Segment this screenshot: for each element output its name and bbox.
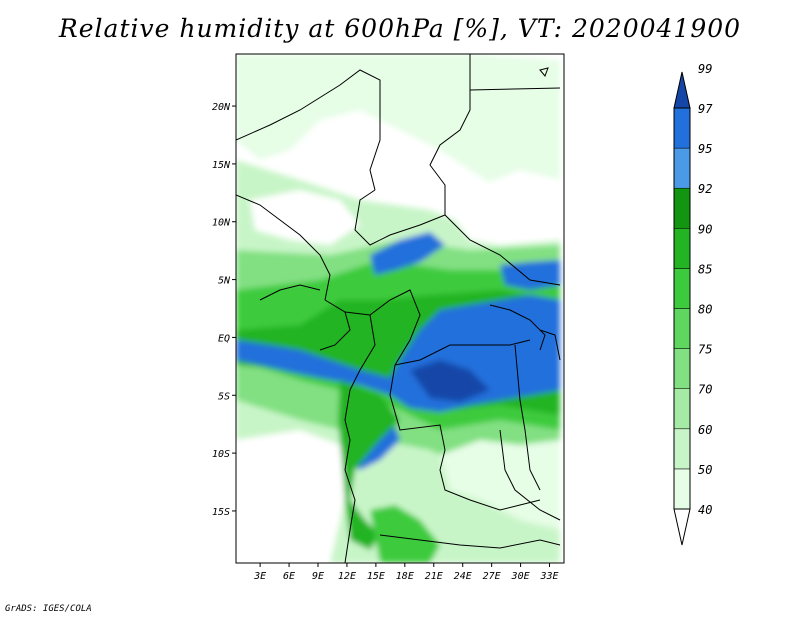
lon-tick-label: 15E (367, 571, 385, 582)
colorbar-segment (673, 428, 691, 470)
lon-tick-label: 9E (312, 571, 324, 582)
lat-tick-label: 10N (212, 218, 231, 229)
lat-tick-label: 20N (212, 102, 231, 113)
colorbar-label: 60 (698, 423, 712, 437)
lat-tick-label: 5N (218, 276, 231, 287)
colorbar-label: 40 (698, 503, 712, 517)
colorbar-label: 85 (698, 262, 712, 276)
colorbar-legend: 40 50 60 70 75 80 85 90 92 95 97 99 (673, 62, 713, 546)
lat-tick-label: 5S (218, 391, 230, 402)
colorbar-segment (673, 308, 691, 349)
lon-tick-label: 30E (511, 571, 530, 582)
colorbar-segment (673, 228, 691, 269)
colorbar-segment (673, 147, 691, 189)
colorbar-frame (673, 107, 691, 510)
lat-tick-label: EQ (218, 333, 230, 344)
map-frame (235, 53, 565, 564)
colorbar-label: 75 (698, 343, 712, 357)
colorbar-segment (673, 187, 691, 229)
colorbar-segment (673, 107, 691, 149)
lon-tick-label: 33E (539, 571, 558, 582)
colorbar-label: 95 (698, 142, 712, 156)
colorbar-label: 70 (698, 383, 712, 397)
colorbar-segment (673, 468, 691, 510)
colorbar-label: 92 (698, 182, 712, 196)
lat-tick-label: 10S (212, 449, 230, 460)
lon-tick-label: 24E (454, 571, 472, 582)
humidity-field (236, 54, 564, 563)
colorbar-segment (673, 268, 691, 309)
map-title: Relative humidity at 600hPa [%], VT: 202… (58, 14, 742, 43)
colorbar-segment (673, 71, 691, 109)
lon-tick-label: 3E (253, 571, 266, 582)
grads-credit: GrADS: IGES/COLA (5, 604, 92, 614)
colorbar-segment (673, 388, 691, 430)
colorbar-label: 50 (698, 463, 712, 477)
lat-tick-label: 15S (212, 507, 230, 518)
colorbar-label: 99 (698, 62, 712, 76)
lon-tick-label: 18E (396, 571, 414, 582)
latitude-axis: 20N 15N 10N 5N EQ 5S 10S 15S (212, 102, 236, 518)
lon-tick-label: 6E (283, 571, 295, 582)
longitude-axis: 3E 6E 9E 12E 15E 18E 21E 24E 27E 30E 33E (253, 563, 559, 582)
lat-tick-label: 15N (212, 160, 231, 171)
colorbar-segment (673, 508, 691, 546)
colorbar-segment (673, 348, 691, 389)
lon-tick-label: 27E (483, 571, 501, 582)
colorbar-label: 80 (698, 303, 712, 317)
colorbar-label: 97 (698, 102, 713, 116)
lon-tick-label: 21E (425, 571, 443, 582)
lon-tick-label: 12E (338, 571, 356, 582)
colorbar-label: 90 (698, 222, 712, 236)
country-borders (236, 54, 561, 563)
